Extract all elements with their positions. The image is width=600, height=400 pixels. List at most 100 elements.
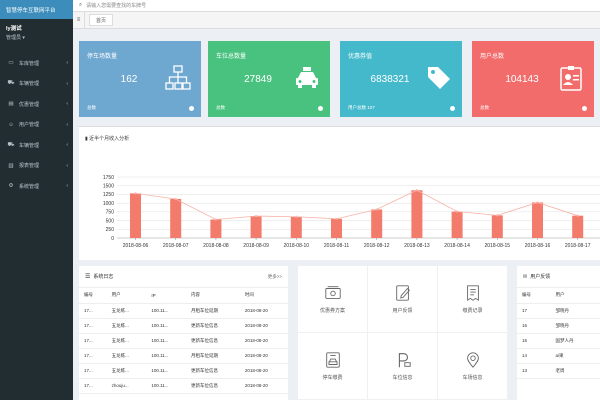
table-cell: 17 bbox=[517, 303, 551, 319]
table-cell: 17... bbox=[79, 348, 107, 364]
stat-card-coupons[interactable]: 优惠券值 6838321 用户总数 107 bbox=[340, 41, 462, 117]
y-tick-label: 1250 bbox=[103, 192, 114, 198]
more-icon[interactable] bbox=[318, 106, 323, 111]
table-row[interactable]: 17... 五龙练... 100.11... 更新车位信息 2018-08-20 bbox=[79, 363, 288, 379]
quick-parking-spot-info[interactable]: 车位信息 bbox=[368, 333, 438, 400]
bar bbox=[572, 215, 584, 238]
chevron-left-icon: ‹ bbox=[66, 142, 68, 149]
sidebar-item-label: 车辆管理 bbox=[19, 81, 40, 88]
table-cell: 更新车位信息 bbox=[185, 333, 240, 349]
log-title: 系统日志 bbox=[93, 274, 114, 280]
bar bbox=[532, 202, 543, 238]
more-icon[interactable] bbox=[582, 106, 587, 111]
table-row[interactable]: 17... zhouju... 100.11... 更新车位信息 2018-08-20 bbox=[79, 378, 288, 394]
column-header: 编号 bbox=[79, 288, 107, 304]
system-log-panel: ☰ 系统日志 更多>> 编号 用户 IP 内容 时间 17... 五龙练... 100.11… bbox=[79, 266, 288, 400]
more-link[interactable]: 更多>> bbox=[267, 273, 282, 279]
quick-parking-lot-info[interactable]: 车场信息 bbox=[438, 333, 508, 400]
user-role-dropdown[interactable]: 管理员 ▾ bbox=[6, 35, 25, 41]
stat-title: 车位总数量 bbox=[216, 54, 247, 60]
stat-value: 6838321 bbox=[370, 74, 410, 85]
bar bbox=[130, 193, 141, 238]
search-icon[interactable]: ⌕ bbox=[79, 2, 83, 8]
more-icon[interactable] bbox=[189, 106, 194, 111]
taxi-icon bbox=[296, 67, 318, 88]
quick-label: 停车缴费 bbox=[322, 375, 343, 381]
settings-icon: ⚙ bbox=[8, 183, 14, 190]
quick-user-feedback[interactable]: 用户反馈 bbox=[368, 266, 438, 333]
tab-bar: ≡ 首页 bbox=[73, 11, 600, 29]
table-row[interactable]: 17... 五龙练... 100.11... 月租车位延期 2018-08-20 bbox=[79, 303, 288, 319]
bar bbox=[371, 209, 383, 238]
y-tick-label: 1000 bbox=[103, 201, 114, 207]
bar bbox=[411, 190, 423, 238]
table-row[interactable]: 16 邹晓丹 bbox=[517, 318, 600, 334]
sidebar-item-1[interactable]: ⛟ 车辆管理 ‹ bbox=[0, 74, 73, 95]
quick-coupon-scheme[interactable]: 优惠券方案 bbox=[298, 266, 368, 333]
data-point bbox=[415, 189, 418, 192]
sidebar-item-label: 车库管理 bbox=[19, 60, 40, 67]
table-row[interactable]: 14 ai果 bbox=[517, 348, 600, 364]
data-point bbox=[174, 197, 177, 201]
tab-home[interactable]: 首页 bbox=[89, 14, 114, 26]
sidebar-item-5[interactable]: ▥ 报表管理 ‹ bbox=[0, 156, 73, 177]
car-icon: ⛟ bbox=[7, 141, 15, 148]
table-row[interactable]: 17... 五龙练... 100.11... 月租车位延期 2018-08-20 bbox=[79, 348, 288, 364]
table-row[interactable]: 17... 五龙练... 100.11... 更新车位信息 2018-08-20 bbox=[79, 333, 288, 349]
table-row[interactable]: 17... 五龙练... 100.11... 更新车位信息 2018-08-20 bbox=[79, 318, 288, 334]
table-body: 17 邹晓丹 16 邹晓丹 15 国梦人丹 14 ai果 13 老周 bbox=[517, 303, 600, 379]
bar bbox=[331, 218, 342, 238]
sidebar-item-label: 用户管理 bbox=[19, 122, 40, 129]
search-input[interactable]: 请输入您需要查找的车牌号 bbox=[86, 3, 147, 9]
sidebar-menu: ▭ 车库管理 ‹ ⛟ 车辆管理 ‹ ▤ 优惠管理 ‹ ☺ 用户管理 ‹ ⛟ 车辆管理 ‹ ▥ 报表管理 ‹ ⚙ 系统管… bbox=[0, 53, 73, 197]
stat-title: 用户总数 bbox=[480, 54, 505, 60]
app-logo[interactable]: 智慧停车互联网平台 bbox=[0, 0, 73, 19]
list-icon: ☰ bbox=[85, 274, 91, 280]
data-point bbox=[295, 215, 298, 218]
table-cell: 2018-08-20 bbox=[239, 333, 288, 349]
sidebar-item-3[interactable]: ☺ 用户管理 ‹ bbox=[0, 115, 73, 136]
table-cell: 五龙练... bbox=[106, 348, 147, 364]
stat-card-parking-lots[interactable]: 停车场数量 162 总数 bbox=[79, 41, 201, 117]
coupon-icon: ▤ bbox=[8, 101, 14, 108]
sidebar-item-6[interactable]: ⚙ 系统管理 ‹ bbox=[0, 176, 73, 197]
sidebar-item-0[interactable]: ▭ 车库管理 ‹ bbox=[0, 53, 73, 74]
stat-card-parking-spaces[interactable]: 车位总数量 27849 总数 bbox=[208, 41, 330, 117]
table-cell: 14 bbox=[517, 348, 551, 364]
table-row[interactable]: 15 国梦人丹 bbox=[517, 333, 600, 349]
table-cell: 17... bbox=[79, 333, 107, 349]
data-point bbox=[214, 218, 217, 221]
sidebar-item-label: 报表管理 bbox=[19, 163, 40, 170]
table-cell: 月租车位延期 bbox=[185, 303, 240, 319]
table-header: 编号 用户 IP 内容 时间 bbox=[79, 288, 288, 304]
bar bbox=[451, 211, 463, 238]
table-row[interactable]: 17 邹晓丹 bbox=[517, 303, 600, 319]
quick-payment-records[interactable]: 缴费记录 bbox=[438, 266, 508, 333]
column-header: 用户 bbox=[106, 288, 147, 304]
y-tick-label: 500 bbox=[106, 218, 115, 224]
table-cell: 更新车位信息 bbox=[185, 318, 240, 334]
stat-card-users[interactable]: 用户总数 104143 总数 bbox=[472, 41, 594, 117]
table-cell: 五龙练... bbox=[106, 363, 147, 379]
table-row[interactable]: 13 老周 bbox=[517, 363, 600, 379]
stat-value: 27849 bbox=[244, 74, 272, 85]
stat-title: 优惠券值 bbox=[348, 54, 373, 60]
data-point bbox=[134, 192, 137, 195]
table-cell: 100.11... bbox=[146, 303, 186, 319]
topbar: ⌕ 请输入您需要查找的车牌号 bbox=[73, 0, 600, 12]
sidebar-item-2[interactable]: ▤ 优惠管理 ‹ bbox=[0, 94, 73, 115]
menu-toggle-button[interactable]: ≡ bbox=[73, 11, 85, 29]
data-point bbox=[335, 217, 338, 220]
log-table: 编号 用户 IP 内容 时间 17... 五龙练... 100.11... 月租车位延期 201… bbox=[79, 288, 288, 394]
data-point bbox=[496, 214, 499, 217]
table-cell: 月租车位延期 bbox=[185, 348, 240, 364]
quick-parking-payment[interactable]: 停车缴费 bbox=[298, 333, 368, 400]
quick-label: 用户反馈 bbox=[392, 308, 413, 314]
table-cell: ai果 bbox=[550, 348, 600, 364]
chevron-left-icon: ‹ bbox=[66, 162, 68, 169]
table-cell: 15 bbox=[517, 333, 551, 349]
feedback-icon bbox=[395, 285, 410, 301]
sidebar-item-4[interactable]: ⛟ 车辆管理 ‹ bbox=[0, 135, 73, 156]
more-icon[interactable] bbox=[450, 106, 455, 111]
data-point bbox=[576, 214, 579, 217]
